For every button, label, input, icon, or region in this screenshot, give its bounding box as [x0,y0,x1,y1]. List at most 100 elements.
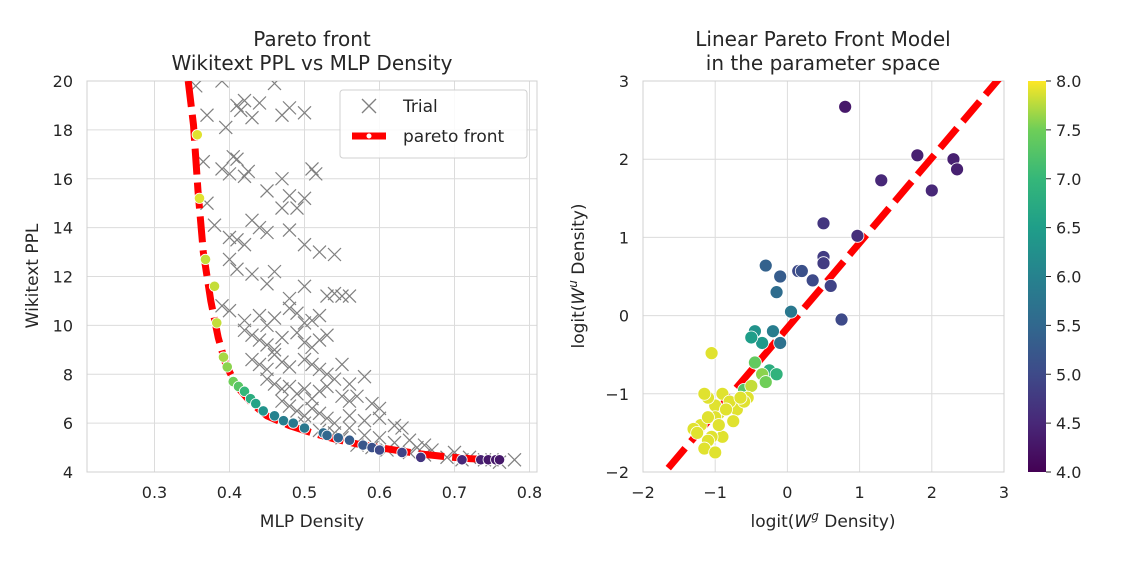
trial-point [395,421,409,435]
left-title-line-2: Wikitext PPL vs MLP Density [172,51,453,75]
parameter-point [838,99,853,114]
trial-point [320,411,334,426]
trial-point [237,93,252,108]
trial-point [312,384,327,399]
trial-point [267,342,282,357]
trial-point [327,247,342,262]
left-y-ticks: 4 6 8 10 12 14 16 18 20 [53,72,73,482]
trial-point [387,418,402,433]
left-x-tick-label: 0.6 [367,483,392,502]
parameter-point [766,324,780,339]
trial-point [215,298,229,313]
trial-point [252,220,267,235]
trial-point [260,338,274,352]
trial-point [252,333,267,347]
left-plot-frame [86,80,538,473]
pareto-point [493,454,506,466]
trial-point [305,313,319,328]
left-y-label: Wikitext PPL [23,223,43,328]
pareto-point [208,280,221,292]
pareto-point [332,432,344,444]
trial-point [312,362,327,377]
colorbar-tick-label: 5.0 [1056,365,1081,384]
trial-point [417,438,432,453]
trial-point [342,408,357,423]
trial-point [342,289,357,303]
parameter-point [733,390,748,405]
parameter-point [816,256,831,271]
trial-point [305,401,319,416]
trial-point [320,328,334,343]
right-points [686,99,964,460]
trial-point [290,325,304,340]
trial-point [290,201,304,215]
left-x-tick-label: 0.7 [442,483,467,502]
trial-point [233,103,248,118]
trial-point [372,430,387,445]
pareto-point [268,410,281,422]
right-title-line-1: Linear Pareto Front Model [695,27,950,51]
trial-point [507,452,522,467]
trial-point [218,120,233,135]
trial-point [357,428,372,443]
trial-point [282,188,297,203]
left-y-tick-label: 8 [63,365,73,384]
parameter-point [704,346,719,361]
trial-point [342,421,357,435]
trial-point [241,164,256,179]
right-x-tick-label: −1 [703,483,727,502]
trial-point [297,316,312,330]
right-y-tick-label: −1 [605,385,629,404]
colorbar-tick-label: 5.5 [1056,316,1081,335]
parameter-point [850,228,865,243]
right-y-tick-label: 2 [619,150,629,169]
parameter-point [834,312,849,327]
parameter-point [794,264,809,278]
trial-point [275,394,289,409]
pareto-point [217,351,230,363]
pareto-point [321,429,333,441]
colorbar-gradient [1028,81,1046,472]
colorbar-tick-label: 8.0 [1056,72,1081,91]
trial-point [260,372,274,387]
pareto-point [250,397,262,410]
trial-point [320,379,334,394]
parameter-point [950,162,964,177]
trial-point [215,162,229,176]
left-x-label: MLP Density [260,512,364,532]
trial-point [230,262,244,277]
colorbar-tick-label: 6.5 [1056,219,1081,238]
trial-point [282,301,297,316]
left-x-tick-label: 0.4 [217,483,242,502]
trial-point [335,289,349,303]
trial-point [320,367,334,382]
trial-point [297,105,312,120]
trial-point [282,399,297,413]
pareto-point [191,129,203,141]
parameter-point [719,402,733,417]
parameter-point [690,425,705,440]
trial-point [357,413,372,428]
trial-point [230,232,244,247]
parameter-point [816,216,831,231]
trial-point [290,386,304,401]
trial-point [342,394,357,409]
pareto-point [277,415,290,427]
trial-point [282,359,297,374]
trial-point [245,267,259,281]
left-x-tick-label: 0.3 [142,483,167,502]
pareto-point [396,446,408,459]
trial-point [237,237,252,252]
trial-point [245,352,259,367]
trial-point [252,96,267,110]
right-x-tick-label: 0 [782,483,792,502]
legend-trial-marker [361,98,377,114]
right-y-label: logit(Wu Density) [566,203,589,348]
right-title-line-2: in the parameter space [706,51,940,75]
pareto-point [257,405,269,417]
parameter-point [773,269,788,284]
trial-point [260,184,274,198]
colorbar-tick-label: 6.0 [1056,268,1081,287]
pareto-point [373,444,386,456]
trial-point [342,377,357,391]
